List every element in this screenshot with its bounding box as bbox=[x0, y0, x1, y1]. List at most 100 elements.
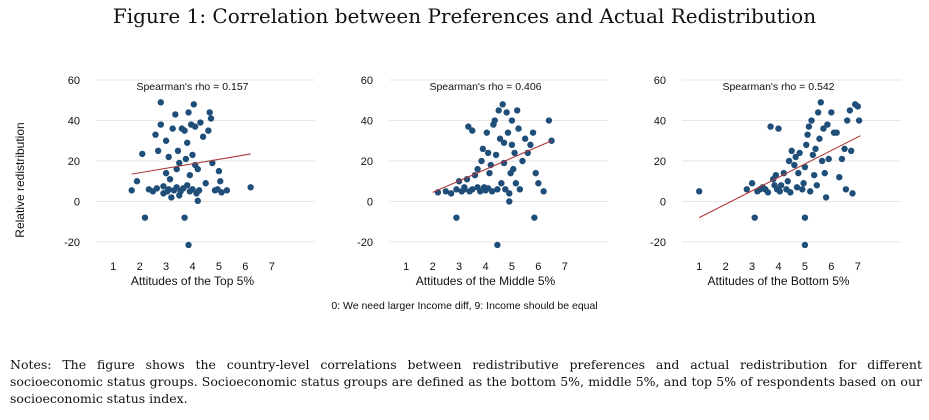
data-point bbox=[847, 147, 855, 155]
data-point bbox=[166, 176, 174, 183]
data-point bbox=[209, 159, 216, 167]
data-point bbox=[504, 129, 512, 136]
x-tick-label: 1 bbox=[696, 261, 702, 273]
x-tick-label: 3 bbox=[163, 261, 169, 273]
x-tick-label: 7 bbox=[855, 261, 861, 273]
data-point bbox=[813, 182, 821, 189]
data-point bbox=[157, 121, 164, 128]
data-point bbox=[465, 123, 472, 130]
y-tick-label: 40 bbox=[68, 116, 80, 128]
x-tick-label: 4 bbox=[189, 261, 195, 273]
data-point bbox=[787, 189, 794, 196]
y-tick-label: 40 bbox=[654, 116, 666, 128]
chart-panel-top: -20 0 20 40 60 1 2 3 4 5 6 7 Attitudes of the Top 5%… bbox=[40, 66, 340, 298]
data-point bbox=[189, 186, 196, 193]
x-tick-label: 2 bbox=[137, 261, 143, 273]
data-point bbox=[519, 157, 526, 165]
spearman-annotation: Spearman's rho = 0.542 bbox=[722, 81, 834, 93]
data-point bbox=[453, 186, 460, 193]
data-point bbox=[780, 169, 787, 177]
data-point bbox=[793, 184, 801, 191]
x-tick-label: 2 bbox=[430, 261, 436, 273]
data-point bbox=[173, 184, 180, 191]
y-tick-label: 60 bbox=[361, 75, 373, 87]
data-point bbox=[206, 109, 213, 116]
data-point bbox=[488, 188, 496, 195]
data-point bbox=[484, 149, 492, 157]
data-point bbox=[176, 159, 183, 167]
data-point bbox=[855, 117, 863, 124]
data-point bbox=[535, 180, 542, 187]
data-point bbox=[514, 107, 521, 114]
data-point bbox=[820, 125, 827, 132]
data-point bbox=[799, 186, 806, 193]
data-point bbox=[174, 147, 182, 155]
data-point bbox=[247, 184, 254, 191]
chart-svg-middle: -20 0 20 40 60 1 2 3 4 5 6 7 Attitudes of the Middle… bbox=[357, 75, 608, 288]
data-point bbox=[162, 169, 170, 177]
data-point bbox=[842, 186, 850, 193]
y-tick-label: 0 bbox=[367, 196, 373, 208]
x-tick-label: 5 bbox=[802, 261, 808, 273]
data-point bbox=[801, 214, 809, 221]
data-point bbox=[453, 214, 460, 221]
x-tick-label: 7 bbox=[269, 261, 275, 273]
x-tick-label: 3 bbox=[749, 261, 755, 273]
data-point bbox=[816, 135, 823, 142]
data-point bbox=[217, 178, 224, 185]
data-point bbox=[696, 188, 703, 195]
data-point bbox=[784, 178, 791, 185]
data-point bbox=[479, 145, 487, 153]
data-point bbox=[743, 186, 750, 193]
data-point bbox=[814, 109, 822, 116]
data-point bbox=[492, 151, 500, 159]
data-point bbox=[776, 188, 784, 195]
data-point bbox=[772, 171, 780, 179]
data-point bbox=[828, 109, 835, 116]
data-point bbox=[503, 109, 510, 116]
data-point bbox=[838, 155, 846, 163]
data-point bbox=[515, 125, 522, 132]
y-tick-label: 20 bbox=[654, 156, 666, 168]
data-point bbox=[791, 161, 798, 169]
data-point bbox=[540, 188, 547, 195]
y-tick-label: -20 bbox=[650, 237, 666, 249]
data-point bbox=[854, 103, 861, 110]
chart-panel-middle: -20 0 20 40 60 1 2 3 4 5 6 7 Attitudes of the Middle… bbox=[333, 66, 633, 298]
x-tick-label: 7 bbox=[562, 261, 568, 273]
data-point bbox=[133, 178, 141, 185]
x-tick-label: 4 bbox=[775, 261, 781, 273]
data-point bbox=[199, 133, 207, 140]
data-point bbox=[190, 101, 198, 108]
data-point bbox=[532, 169, 539, 177]
data-point bbox=[521, 135, 529, 142]
data-point bbox=[495, 107, 502, 114]
data-point bbox=[153, 185, 161, 192]
data-point bbox=[189, 151, 196, 159]
data-point bbox=[152, 131, 159, 138]
data-point bbox=[182, 155, 190, 163]
data-point bbox=[474, 165, 481, 173]
x-tick-label: 5 bbox=[216, 261, 222, 273]
data-point bbox=[194, 197, 201, 205]
data-point bbox=[511, 149, 518, 157]
data-point bbox=[194, 165, 201, 173]
data-point bbox=[215, 167, 223, 175]
data-point bbox=[841, 145, 848, 153]
data-point bbox=[529, 129, 537, 136]
data-point bbox=[508, 141, 516, 148]
y-tick-label: -20 bbox=[357, 237, 373, 249]
data-point bbox=[442, 188, 450, 195]
data-point bbox=[486, 169, 493, 177]
data-point bbox=[506, 190, 513, 197]
data-point bbox=[139, 150, 146, 158]
figure-notes: Notes: The figure shows the country-leve… bbox=[10, 357, 922, 406]
data-point bbox=[483, 129, 491, 136]
data-point bbox=[527, 141, 534, 148]
y-tick-label: 60 bbox=[654, 75, 666, 87]
chart-svg-bottom: -20 0 20 40 60 1 2 3 4 5 6 7 Attitudes of the Bottom… bbox=[650, 75, 901, 288]
data-point bbox=[801, 163, 809, 171]
x-axis-label: Attitudes of the Middle 5% bbox=[416, 274, 556, 288]
chart-svg-top: -20 0 20 40 60 1 2 3 4 5 6 7 Attitudes of the Top 5%… bbox=[64, 75, 315, 288]
data-point bbox=[821, 169, 828, 177]
